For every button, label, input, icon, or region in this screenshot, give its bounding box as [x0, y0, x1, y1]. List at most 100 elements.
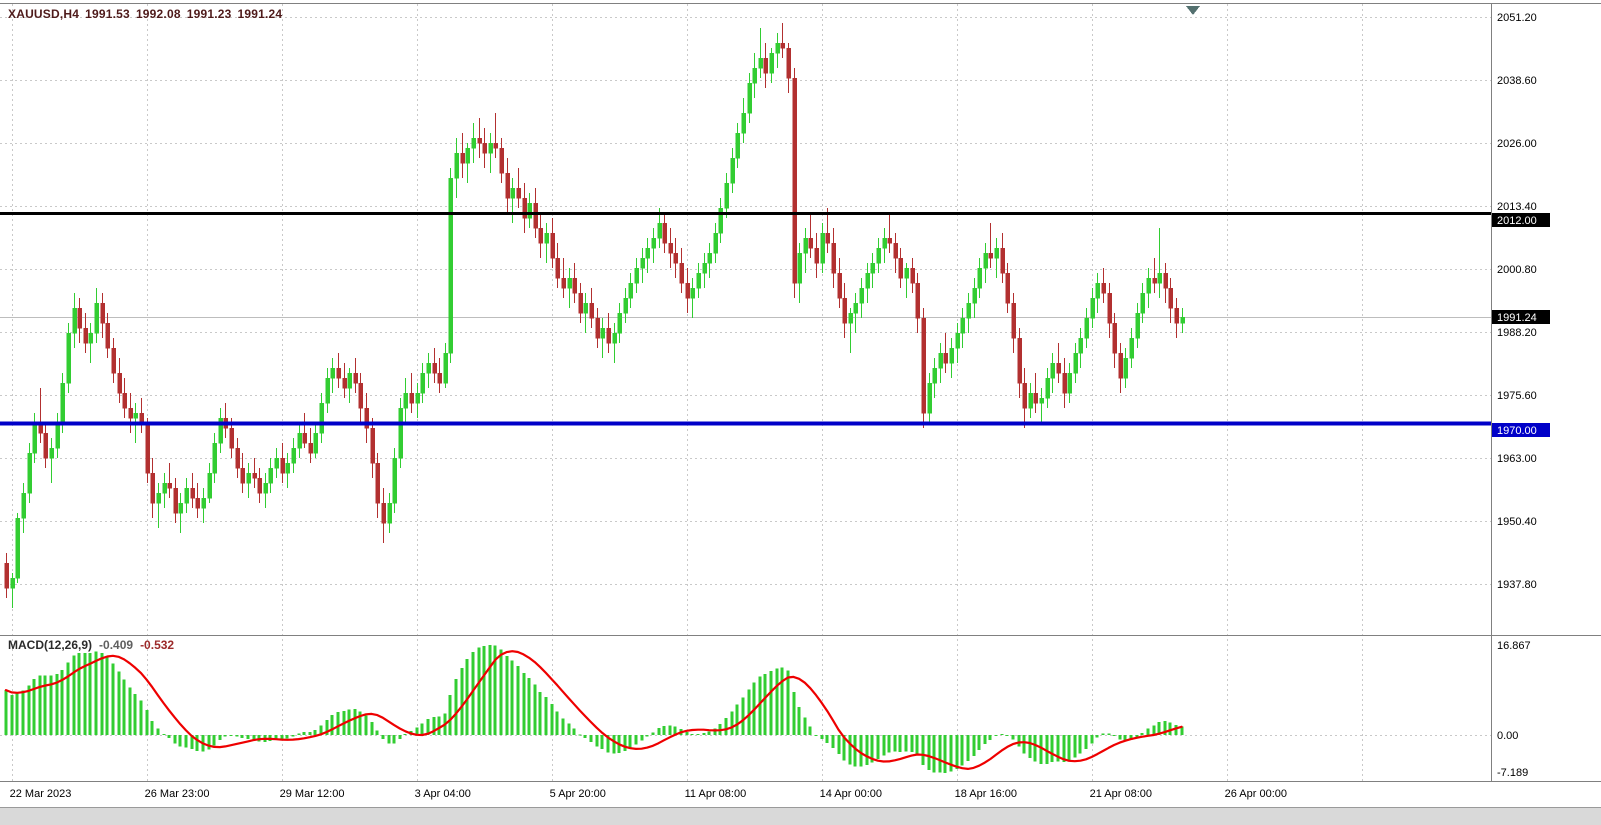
- candle-bear: [302, 432, 307, 444]
- candle-bear: [1005, 272, 1010, 304]
- candle-bull: [510, 187, 515, 199]
- macd-histogram-bar: [820, 735, 824, 740]
- macd-histogram-bar: [848, 735, 852, 765]
- candle-bull: [1146, 277, 1151, 294]
- candle-bear: [43, 432, 48, 459]
- hlines-layer[interactable]: [0, 212, 1491, 426]
- macd-histogram-bar: [589, 735, 593, 742]
- candle-bear: [342, 377, 347, 389]
- candle-bull: [1039, 397, 1044, 404]
- macd-histogram-bar: [27, 685, 31, 735]
- macd-histogram-bar: [696, 733, 700, 735]
- candle-bull: [870, 262, 875, 274]
- ohlc-low: 1991.23: [186, 7, 232, 21]
- candle-bull: [769, 52, 774, 74]
- macd-histogram-bar: [415, 727, 419, 735]
- candle-bear: [578, 292, 583, 314]
- macd-histogram-bar: [792, 692, 796, 735]
- macd-histogram-bar: [645, 735, 649, 737]
- macd-histogram-bar: [1135, 735, 1139, 738]
- ohlc-close: 1991.24: [237, 7, 283, 21]
- candle-bull: [178, 502, 183, 514]
- macd-histogram-bar: [668, 725, 672, 735]
- candle-bull: [218, 417, 223, 444]
- time-axis[interactable]: 22 Mar 2023 26 Mar 23:00 29 Mar 12:00 3 Apr…: [10, 788, 1287, 800]
- time-axis-label: 5 Apr 20:00: [550, 788, 606, 800]
- price-axis-label: 1950.40: [1497, 516, 1537, 528]
- candle-bear: [887, 237, 892, 244]
- candle-bear: [375, 462, 380, 504]
- candle-bear: [1011, 302, 1016, 339]
- macd-histogram-bar: [988, 735, 992, 740]
- candle-bull: [1180, 316, 1185, 324]
- macd-histogram-bar: [758, 676, 762, 735]
- price-axis-label: 1975.60: [1497, 390, 1537, 402]
- macd-histogram-bar: [43, 675, 47, 735]
- macd-histogram-bar: [522, 673, 526, 735]
- chart-title: XAUUSD,H4 1991.53 1992.08 1991.23 1991.24: [8, 7, 288, 21]
- macd-histogram-bar: [623, 735, 627, 752]
- candle-bull: [752, 67, 757, 84]
- macd-histogram-bar: [167, 735, 171, 739]
- candle-bull: [1129, 337, 1134, 359]
- candle-bull: [488, 142, 493, 154]
- time-axis-label: 18 Apr 16:00: [955, 788, 1017, 800]
- candle-bull: [319, 402, 324, 434]
- macd-histogram-bar: [274, 735, 278, 740]
- price-axis[interactable]: 2051.20 2038.60 2026.00 2013.40 2000.80 1988.…: [1492, 12, 1550, 779]
- macd-histogram-bar: [555, 711, 559, 735]
- macd-histogram-bar: [387, 735, 391, 744]
- macd-histogram-bar: [1039, 735, 1043, 764]
- price-badge-2012.00-text: 2012.00: [1497, 215, 1537, 227]
- macd-histogram-bar: [1090, 735, 1094, 744]
- chart-svg[interactable]: 2051.20 2038.60 2026.00 2013.40 2000.80 1988.…: [0, 0, 1601, 807]
- candle-bull: [730, 157, 735, 184]
- macd-histogram-bar: [567, 723, 571, 735]
- symbol-timeframe: XAUUSD,H4: [8, 7, 80, 21]
- price-axis-label: 2051.20: [1497, 12, 1537, 24]
- macd-histogram-bar: [184, 735, 188, 748]
- candle-bear: [1000, 247, 1005, 274]
- macd-histogram-bar: [825, 735, 829, 743]
- candle-bear: [662, 222, 667, 244]
- candles-layer: [4, 23, 1185, 608]
- candle-bull: [983, 252, 988, 269]
- price-axis-label: 2038.60: [1497, 75, 1537, 87]
- chrome-layer: [0, 3, 1601, 782]
- ohlc-high: 1992.08: [135, 7, 181, 21]
- candle-bull: [21, 492, 26, 519]
- macd-histogram-bar: [949, 735, 953, 772]
- macd-histogram-bar: [488, 645, 492, 735]
- macd-histogram-bar: [775, 668, 779, 735]
- candle-bear: [516, 187, 521, 199]
- candle-bear: [910, 267, 915, 284]
- macd-histogram-bar: [375, 730, 379, 735]
- macd-histogram-bar: [1050, 735, 1054, 763]
- candle-bear: [1017, 337, 1022, 384]
- candle-bear: [381, 502, 386, 524]
- candle-bull: [212, 442, 217, 474]
- price-badge-1970.00: 1970.00: [1492, 423, 1550, 437]
- macd-histogram-bar: [685, 732, 689, 735]
- current-price-badge-bg: [1492, 310, 1550, 324]
- macd-histogram-bar: [55, 674, 59, 735]
- macd-histogram-bar: [437, 716, 441, 735]
- macd-histogram-bar: [38, 675, 42, 735]
- macd-histogram-bar: [465, 659, 469, 735]
- candle-bear: [229, 427, 234, 449]
- candle-bull: [387, 502, 392, 524]
- macd-histogram-bar: [510, 660, 514, 735]
- candle-bear: [1152, 277, 1157, 284]
- macd-histogram-bar: [353, 709, 357, 735]
- candle-bear: [364, 407, 369, 429]
- candle-bull: [415, 392, 420, 404]
- macd-histogram-bar: [499, 649, 503, 735]
- candle-bull: [297, 432, 302, 449]
- macd-histogram-bar: [392, 735, 396, 744]
- macd-histogram-bar: [882, 735, 886, 756]
- macd-histogram-bar: [471, 651, 475, 735]
- candle-bull: [465, 147, 470, 164]
- chart-shift-icon[interactable]: [1186, 6, 1200, 15]
- macd-histogram-bar: [291, 735, 295, 737]
- candle-bull: [392, 457, 397, 504]
